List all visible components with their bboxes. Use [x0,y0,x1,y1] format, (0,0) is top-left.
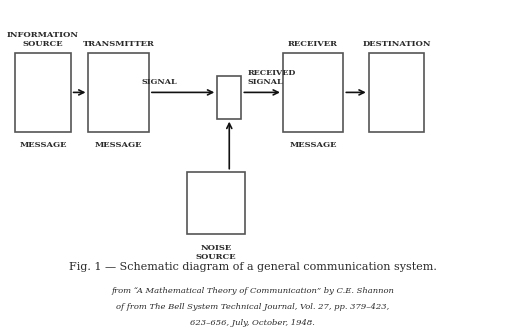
Text: RECEIVER: RECEIVER [288,40,338,48]
Bar [88,53,149,132]
Text: DESTINATION: DESTINATION [362,40,431,48]
Text: RECEIVED
SIGNAL: RECEIVED SIGNAL [247,69,296,86]
Text: INFORMATION
SOURCE: INFORMATION SOURCE [7,31,79,48]
Text: SIGNAL: SIGNAL [141,78,177,86]
Bar [187,172,245,234]
Text: MESSAGE: MESSAGE [19,141,67,149]
Text: of from The Bell System Technical Journal, Vol. 27, pp. 379–423,: of from The Bell System Technical Journa… [116,303,389,311]
Text: Fig. 1 — Schematic diagram of a general communication system.: Fig. 1 — Schematic diagram of a general … [69,262,436,272]
Text: MESSAGE: MESSAGE [289,141,337,149]
Text: MESSAGE: MESSAGE [95,141,142,149]
Text: from “A Mathematical Theory of Communication” by C.E. Shannon: from “A Mathematical Theory of Communica… [111,287,394,295]
Bar [15,53,71,132]
Bar [283,53,343,132]
Text: 623–656, July, October, 1948.: 623–656, July, October, 1948. [190,319,315,327]
Text: TRANSMITTER: TRANSMITTER [83,40,155,48]
Bar [369,53,424,132]
Bar [217,76,241,119]
Text: NOISE
SOURCE: NOISE SOURCE [195,244,236,261]
